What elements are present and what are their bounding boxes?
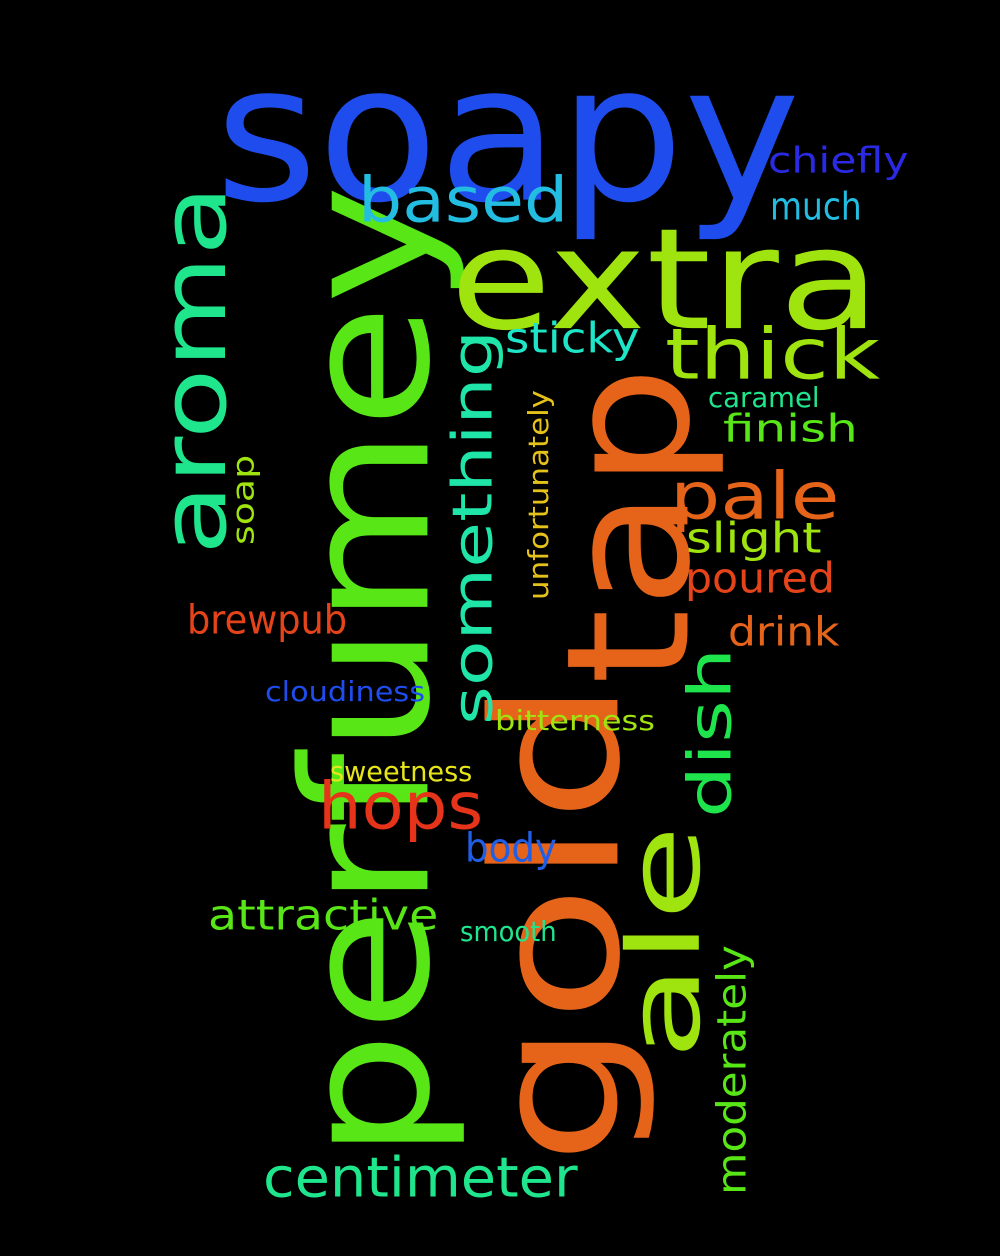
word-chiefly: chiefly xyxy=(768,139,909,181)
word-sticky: sticky xyxy=(505,314,640,363)
word-based: based xyxy=(358,165,569,237)
word-centimeter: centimeter xyxy=(263,1145,578,1210)
word-attractive: attractive xyxy=(208,891,439,940)
word-drink: drink xyxy=(728,608,840,655)
word-dish: dish xyxy=(675,647,745,818)
word-cloudiness: cloudiness xyxy=(265,675,426,708)
word-pale: pale xyxy=(670,459,840,535)
word-extra: extra xyxy=(450,198,881,362)
word-caramel: caramel xyxy=(708,381,820,414)
word-soapy: soapy xyxy=(215,23,801,246)
word-much: much xyxy=(770,185,862,229)
word-finish: finish xyxy=(723,407,858,451)
word-soap: soap xyxy=(225,454,261,545)
word-ale: ale xyxy=(606,824,723,1060)
word-body: body xyxy=(465,824,557,871)
word-brewpub: brewpub xyxy=(187,596,348,643)
word-unfortunately: unfortunately xyxy=(522,390,555,600)
word-perfumey: perfumey xyxy=(265,184,470,1160)
word-poured: poured xyxy=(685,554,835,603)
word-sweetness: sweetness xyxy=(330,755,473,788)
word-hops: hops xyxy=(318,769,484,845)
word-moderately: moderately xyxy=(708,945,755,1195)
word-something: something xyxy=(440,329,505,725)
word-smooth: smooth xyxy=(460,915,557,948)
word-thick: thick xyxy=(665,314,881,396)
word-bitterness: bitterness xyxy=(495,704,655,737)
word-slight: slight xyxy=(686,514,822,563)
